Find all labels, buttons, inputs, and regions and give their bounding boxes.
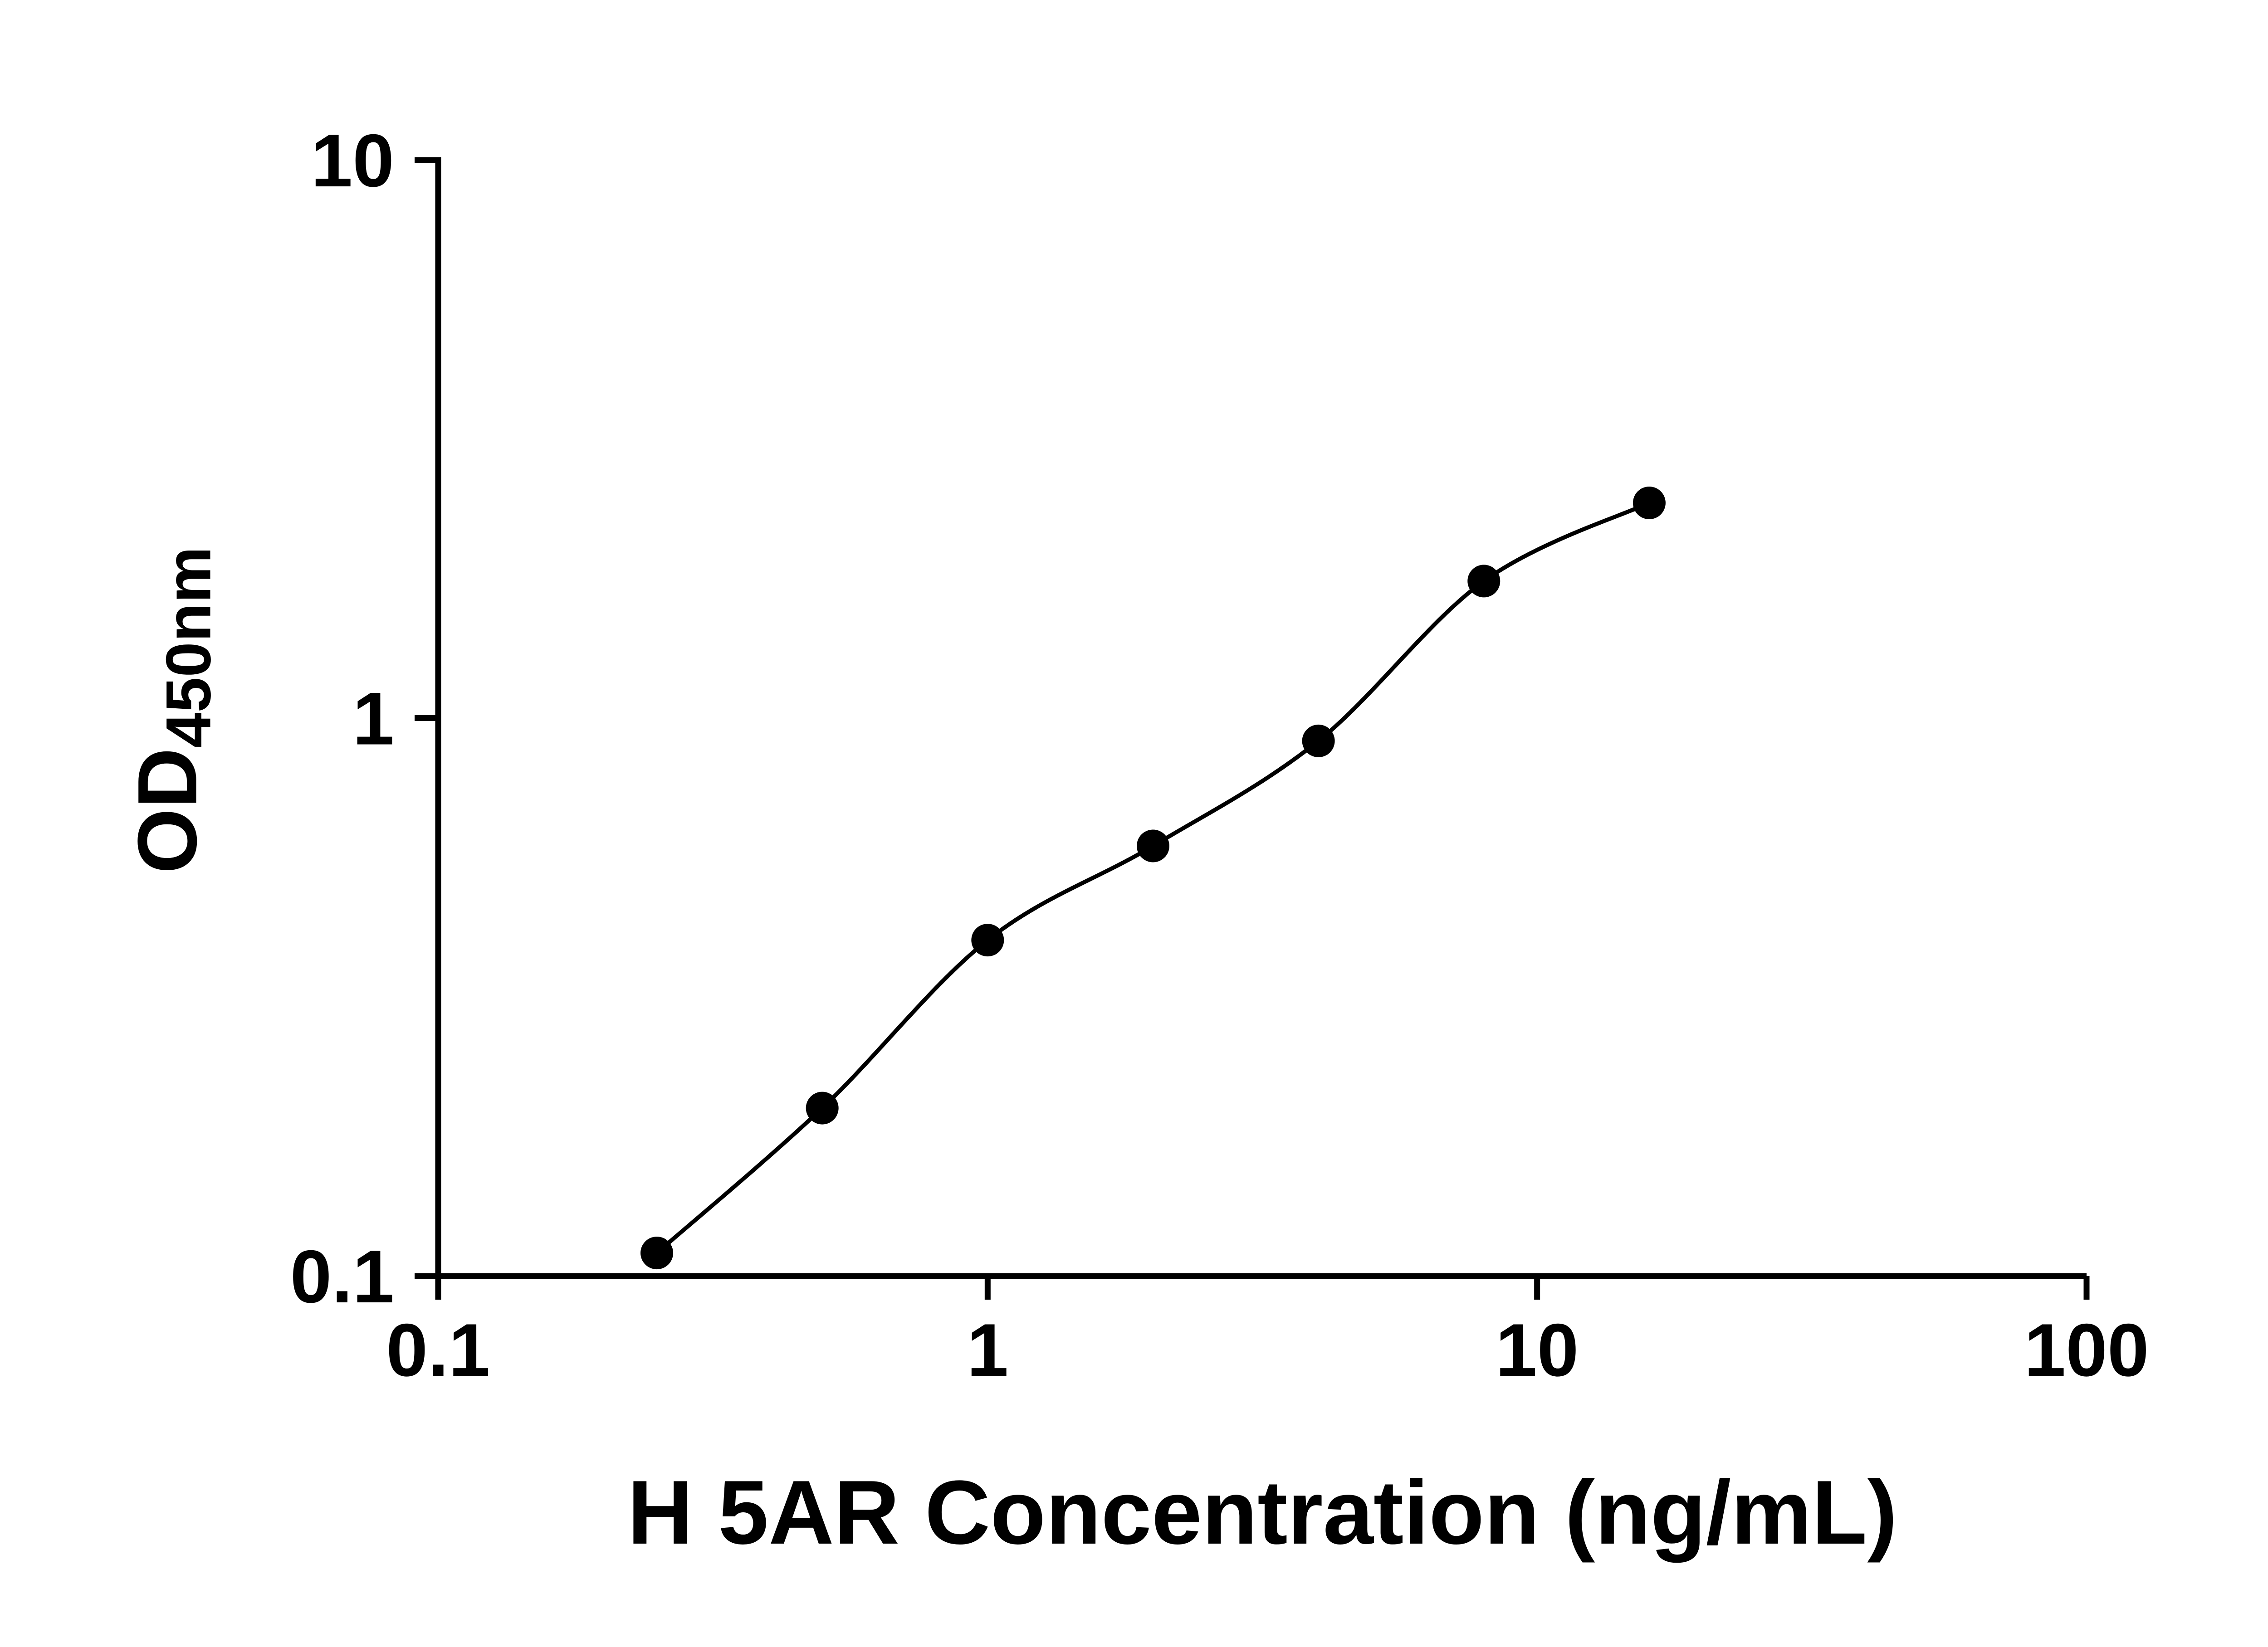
x-tick-label: 100 [2024,1308,2149,1392]
y-axis-title: OD450nm [121,546,224,873]
x-tick-label: 1 [967,1308,1008,1392]
x-tick-label: 0.1 [386,1308,490,1392]
x-axis-title: H 5AR Concentration (ng/mL) [627,1462,1897,1563]
y-tick-label: 10 [311,119,394,202]
y-tick-label: 0.1 [290,1235,394,1318]
data-point [640,1237,674,1270]
axis-lines [435,157,2087,1279]
data-point [1633,487,1666,520]
data-point [1302,724,1335,757]
data-point [1136,829,1169,862]
elisa-standard-curve-chart: 0.1 1 10 100 0.1 1 10 OD450nm H 5AR Concentrat… [18,7,2268,1640]
y-tick-label: 1 [352,677,394,760]
fit-curve [655,501,1650,1255]
data-point [1467,565,1501,598]
plot-area: 0.1 1 10 100 0.1 1 10 [290,119,2149,1392]
y-axis-title-main: OD [121,748,215,874]
data-point [806,1092,839,1125]
x-tick-label: 10 [1496,1308,1579,1392]
y-axis-title-subscript: 450nm [152,546,224,748]
data-point [971,924,1004,957]
